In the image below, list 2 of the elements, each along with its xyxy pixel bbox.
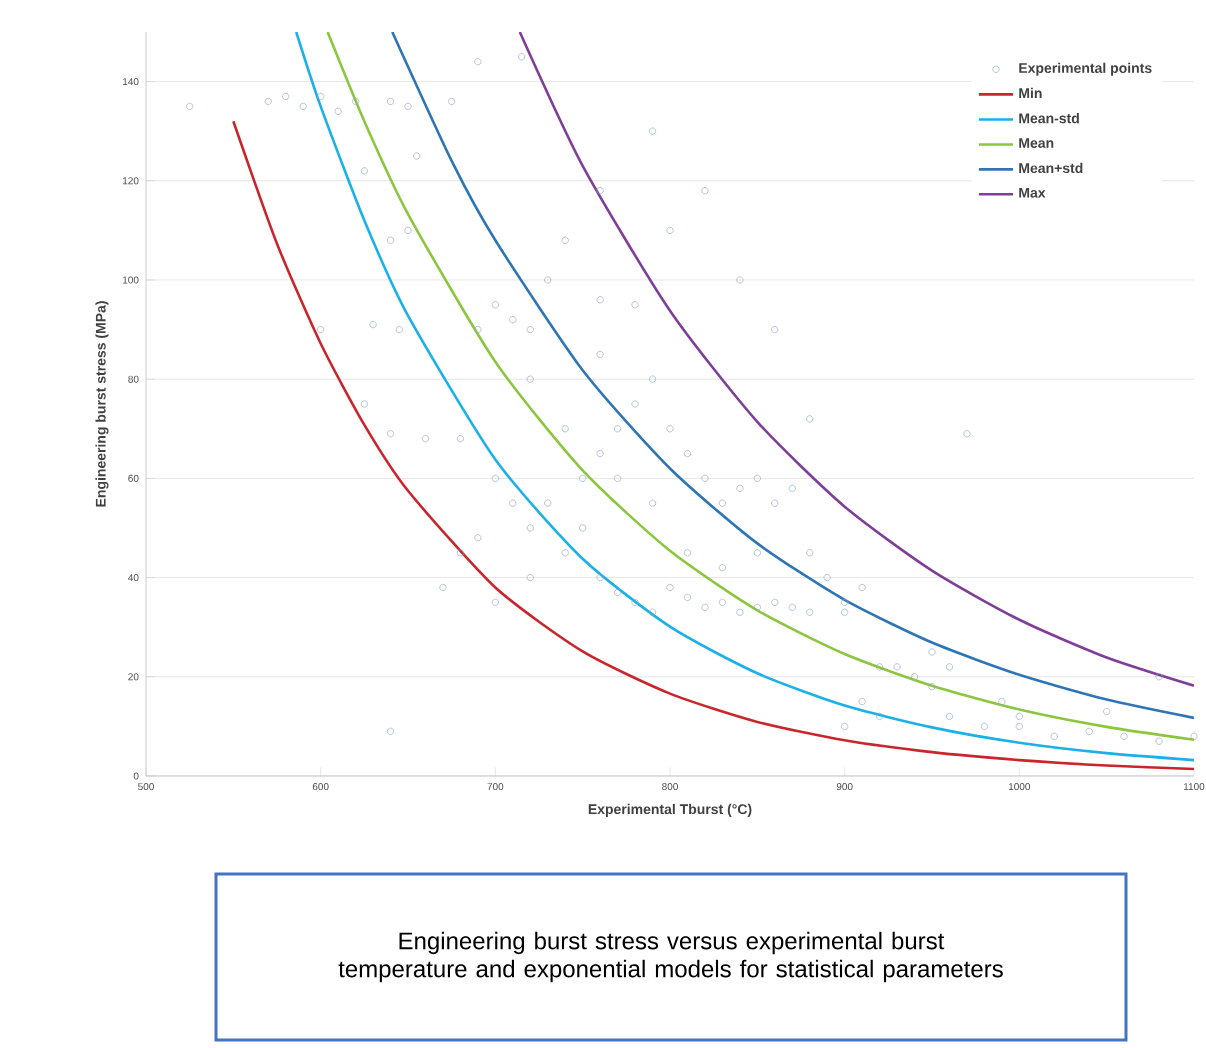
line-series	[518, 31, 1194, 687]
text: Engineering burst stress versus experimental burst temperature and exponential models for statistical parameters	[338, 931, 1003, 983]
